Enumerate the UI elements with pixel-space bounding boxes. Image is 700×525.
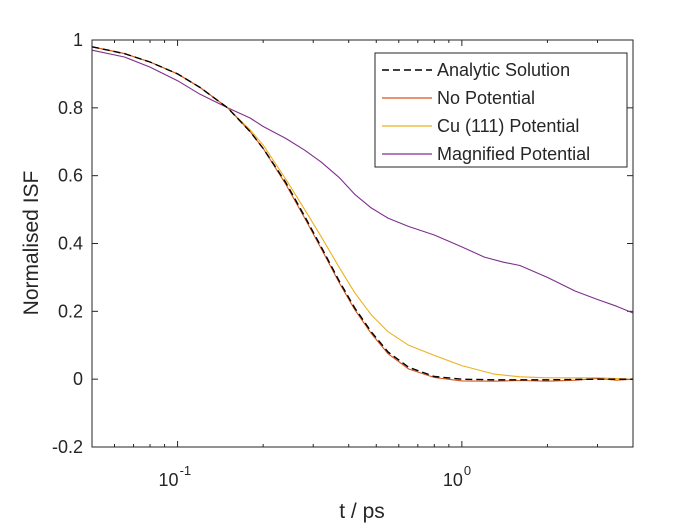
legend: Analytic Solution No Potential Cu (111) Po… [374,52,628,168]
plot-frame [91,39,634,448]
y-tick-label: 0 [73,369,83,389]
legend-box [374,52,628,168]
x-tick-label-base: 10 [159,470,179,490]
legend-label-1: No Potential [437,88,535,108]
x-tick-label-exponent: 0 [464,463,471,478]
legend-label-3: Magnified Potential [437,144,590,164]
x-axis-label: t / ps [339,500,385,523]
y-tick-label: 0.2 [58,301,83,321]
series-line-0 [91,46,633,381]
y-tick-label: -0.2 [52,437,83,457]
y-tick-label: 0.6 [58,166,83,186]
legend-label-2: Cu (111) Potential [437,116,579,136]
y-tick-label: 0.4 [58,234,83,254]
x-tick-labels: 10 -1 10 0 [159,463,472,490]
x-tick-label-base: 10 [443,470,463,490]
legend-label-0: Analytic Solution [437,60,570,80]
x-tick-label-exponent: -1 [180,463,192,478]
y-tick-label: 0.8 [58,98,83,118]
y-axis-label: Normalised ISF [20,171,43,316]
series-lines [91,46,634,382]
y-tick-label: 1 [73,30,83,50]
series-line-3 [91,49,634,314]
y-tick-labels: -0.2 0 0.2 0.4 0.6 0.8 1 [52,30,83,457]
